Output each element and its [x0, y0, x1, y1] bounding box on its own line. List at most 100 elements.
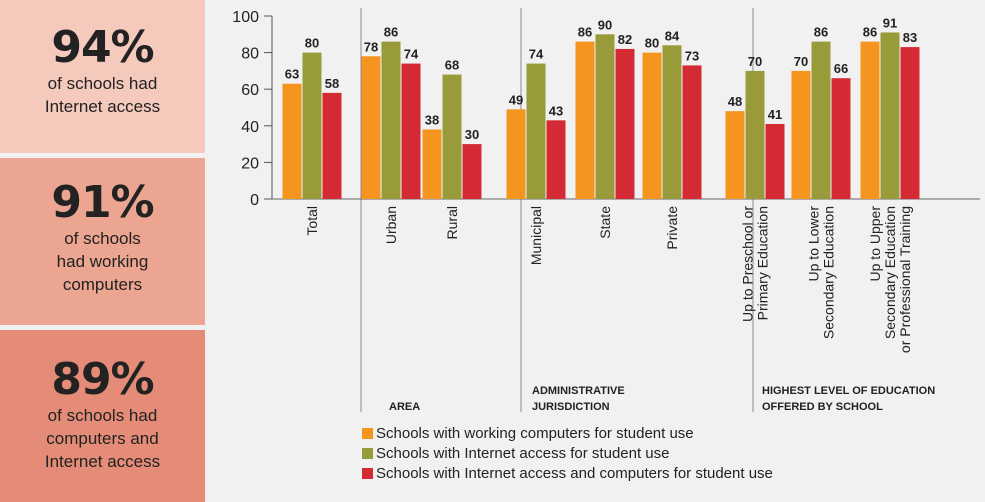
data-label: 63 — [285, 67, 299, 82]
category-label: Private — [664, 206, 680, 250]
bar — [831, 78, 851, 199]
data-label: 74 — [529, 47, 544, 62]
data-label: 30 — [465, 127, 479, 142]
stat-value: 89% — [51, 354, 154, 405]
bar — [322, 92, 342, 199]
bar — [442, 74, 462, 199]
bar — [791, 70, 811, 200]
stat-caption-line: computers and — [46, 429, 159, 448]
stat-internet-access: 94% of schools had Internet access — [0, 0, 205, 153]
data-label: 80 — [305, 36, 319, 51]
data-label: 70 — [748, 54, 762, 69]
category-label: State — [597, 206, 613, 239]
legend-label: Schools with working computers for stude… — [376, 425, 694, 442]
stat-value: 91% — [51, 177, 154, 228]
stat-caption-line: Internet access — [44, 452, 161, 471]
data-label: 78 — [364, 39, 378, 54]
data-label: 90 — [598, 17, 612, 32]
bar-chart: 0 20 40 60 80 100 63 78 38 49 86 80 48 70 86 80 86 68 74 90… — [232, 8, 980, 413]
bar — [745, 70, 765, 200]
data-label: 80 — [645, 36, 659, 51]
category-label: or Professional Training — [897, 206, 913, 353]
data-label: 83 — [903, 30, 917, 45]
bar — [302, 52, 322, 199]
stat-caption-line: had working — [56, 252, 149, 271]
stat-computers-and-internet: 89% of schools had computers and Interne… — [0, 330, 205, 502]
bar — [575, 41, 595, 200]
stat-value: 94% — [51, 22, 154, 73]
data-label: 49 — [509, 92, 523, 107]
bar — [381, 41, 401, 200]
legend-item-working-computers: Schools with working computers for stude… — [362, 425, 694, 442]
data-label: 84 — [665, 28, 680, 43]
group-label: AREA — [389, 401, 420, 413]
category-label: Municipal — [528, 206, 544, 265]
bar — [900, 47, 920, 199]
data-label: 66 — [834, 61, 848, 76]
bar — [765, 123, 785, 199]
bar — [422, 129, 442, 199]
category-label: Up to Lower — [806, 206, 822, 282]
category-label: Secondary Education — [882, 206, 898, 339]
bar — [642, 52, 662, 199]
bar — [506, 109, 526, 199]
bar — [282, 83, 302, 199]
bar — [401, 63, 421, 199]
data-label: 68 — [445, 58, 459, 73]
stat-caption-line: of schools had — [47, 406, 158, 425]
data-label: 82 — [618, 32, 632, 47]
data-label: 86 — [578, 25, 592, 40]
y-tick-label: 80 — [241, 46, 259, 63]
stat-caption-line: of schools — [64, 229, 141, 248]
bar — [615, 48, 635, 199]
stat-working-computers: 91% of schools had working computers — [0, 158, 205, 325]
bar — [546, 120, 566, 199]
data-label: 58 — [325, 76, 339, 91]
group-label: HIGHEST LEVEL OF EDUCATION — [762, 385, 935, 397]
group-label: ADMINISTRATIVE — [532, 385, 625, 397]
legend-label: Schools with Internet access and compute… — [376, 465, 773, 482]
data-label: 86 — [384, 25, 398, 40]
group-label: JURISDICTION — [532, 401, 610, 413]
legend-swatch — [362, 448, 373, 459]
legend-item-internet-access: Schools with Internet access for student… — [362, 445, 670, 462]
y-tick-label: 60 — [241, 82, 259, 99]
data-label: 38 — [425, 112, 439, 127]
stat-caption-line: Internet access — [44, 97, 161, 116]
bar — [682, 65, 702, 199]
category-label: Primary Education — [755, 206, 771, 320]
bar — [462, 144, 482, 199]
category-label: Up to Upper — [867, 206, 883, 282]
category-label: Secondary Education — [821, 206, 837, 339]
y-tick-label: 20 — [241, 155, 259, 172]
y-tick-label: 0 — [250, 192, 259, 209]
data-label: 41 — [768, 107, 782, 122]
bar — [662, 45, 682, 199]
legend-item-both: Schools with Internet access and compute… — [362, 465, 773, 482]
legend-swatch — [362, 468, 373, 479]
y-tick-label: 40 — [241, 119, 259, 136]
data-label: 73 — [685, 48, 699, 63]
category-label: Urban — [383, 206, 399, 244]
category-label: Total — [304, 206, 320, 236]
data-label: 91 — [883, 15, 897, 30]
bar — [526, 63, 546, 199]
data-label: 86 — [863, 25, 877, 40]
data-label: 86 — [814, 25, 828, 40]
bar — [595, 34, 615, 199]
y-tick-label: 100 — [232, 9, 259, 26]
category-label: Up to Preschool or — [740, 206, 756, 322]
data-label: 48 — [728, 94, 742, 109]
legend-swatch — [362, 428, 373, 439]
data-label: 74 — [404, 47, 419, 62]
legend-label: Schools with Internet access for student… — [376, 445, 670, 462]
data-label: 70 — [794, 54, 808, 69]
group-label: OFFERED BY SCHOOL — [762, 401, 883, 413]
bar — [860, 41, 880, 200]
bar — [811, 41, 831, 200]
bar — [725, 111, 745, 199]
stat-caption-line: of schools had — [47, 74, 158, 93]
category-label: Rural — [444, 206, 460, 239]
bar — [361, 56, 381, 200]
data-label: 43 — [549, 103, 563, 118]
